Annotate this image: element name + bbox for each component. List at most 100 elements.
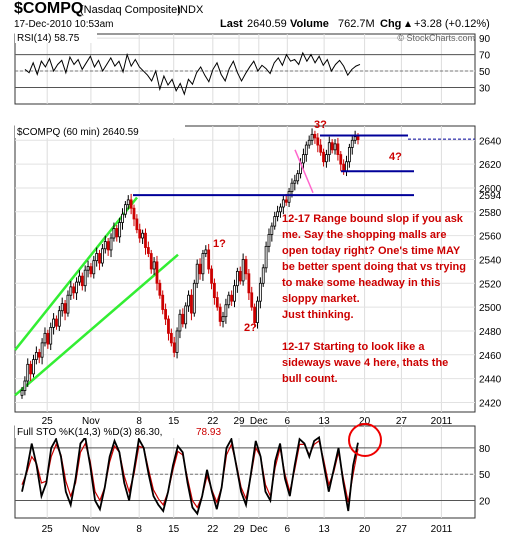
y-tick-label: 2580 bbox=[479, 208, 502, 219]
stochastics-panel-title-d: 78.93 bbox=[196, 427, 221, 438]
commentary-line: sideways wave 4 here, thats the bbox=[282, 357, 448, 369]
price-candle bbox=[313, 133, 317, 139]
y-tick-label: 2460 bbox=[479, 351, 502, 362]
commentary-line: sloppy market. bbox=[282, 293, 360, 305]
price-candle bbox=[233, 285, 236, 302]
price-candle bbox=[347, 147, 351, 163]
price-candle bbox=[172, 342, 176, 353]
y-tick-label: 2600 bbox=[479, 184, 502, 195]
commentary-line: Just thinking. bbox=[282, 309, 354, 321]
price-candle bbox=[169, 332, 173, 344]
price-candle bbox=[75, 281, 78, 294]
price-candle bbox=[198, 263, 202, 275]
price-candle bbox=[101, 248, 104, 264]
x-tick-label: 29 bbox=[233, 524, 245, 535]
x-tick-label: 8 bbox=[136, 524, 142, 535]
commentary-line: me. Say the shopping malls are bbox=[282, 229, 446, 241]
price-candle bbox=[115, 228, 119, 238]
price-candle bbox=[63, 303, 67, 314]
price-candle bbox=[126, 199, 130, 206]
chg-label: Chg bbox=[380, 18, 401, 30]
price-candle bbox=[106, 241, 110, 251]
price-candle bbox=[316, 137, 320, 146]
price-candle bbox=[284, 199, 288, 203]
price-candle bbox=[149, 253, 153, 270]
price-candle bbox=[132, 207, 136, 220]
y-tick-label: 50 bbox=[479, 67, 491, 78]
y-tick-label: 2640 bbox=[479, 136, 502, 147]
price-candle bbox=[57, 310, 61, 327]
rsi-line bbox=[24, 51, 361, 96]
price-candle bbox=[187, 294, 190, 307]
price-candle bbox=[195, 263, 199, 284]
price-candle bbox=[330, 142, 334, 151]
price-candle bbox=[118, 222, 122, 238]
rsi-panel-frame bbox=[14, 33, 476, 105]
price-candle bbox=[192, 282, 196, 314]
highlight-circle bbox=[348, 423, 382, 457]
price-candle bbox=[181, 313, 185, 325]
x-tick-label: 25 bbox=[42, 524, 54, 535]
price-candle bbox=[155, 261, 159, 284]
commentary-line: bull count. bbox=[282, 373, 338, 385]
price-candle bbox=[135, 218, 139, 231]
price-candle bbox=[264, 245, 268, 269]
price-candle bbox=[152, 261, 156, 270]
price-candle bbox=[40, 342, 44, 358]
price-candle bbox=[123, 204, 127, 215]
price-candle bbox=[80, 275, 84, 287]
rsi-panel: 90 70 50 30 bbox=[14, 33, 491, 105]
price-candle bbox=[281, 199, 285, 208]
price-candle bbox=[66, 294, 70, 314]
price-candle bbox=[210, 268, 213, 284]
price-candle bbox=[293, 180, 297, 184]
stochastics-panel-title-k: Full STO %K(14,3) %D(3) 86.30, bbox=[17, 427, 162, 438]
price-candle bbox=[224, 304, 228, 318]
watermark: © StockCharts.com bbox=[397, 33, 475, 43]
price-candle bbox=[204, 249, 208, 254]
price-candle bbox=[250, 292, 254, 308]
annotation-wave-4: 4? bbox=[389, 151, 402, 163]
up-arrow-icon bbox=[405, 21, 411, 27]
price-candle bbox=[345, 161, 348, 172]
price-candle bbox=[29, 363, 33, 375]
price-candle bbox=[138, 229, 142, 239]
annotation-wave-2: 2? bbox=[244, 322, 257, 334]
price-candle bbox=[109, 237, 113, 251]
price-candle bbox=[190, 294, 193, 314]
price-candle bbox=[276, 211, 279, 217]
price-candle bbox=[256, 300, 259, 324]
price-candle bbox=[158, 282, 162, 296]
price-candle bbox=[261, 267, 265, 284]
price-candle bbox=[175, 330, 179, 353]
price-candle bbox=[49, 326, 53, 345]
x-tick-label: 20 bbox=[359, 416, 371, 427]
y-tick-label: 2560 bbox=[479, 232, 502, 243]
chart-symbol-name: (Nasdaq Composite) bbox=[80, 4, 181, 16]
x-tick-label: 8 bbox=[136, 416, 142, 427]
price-candle bbox=[325, 154, 328, 163]
price-candle bbox=[55, 318, 58, 327]
channel-upper-line bbox=[14, 196, 138, 351]
y-tick-label: 2594 bbox=[479, 191, 502, 202]
price-panel: 2640262026002580256025402520250024802460… bbox=[14, 125, 502, 427]
price-candle bbox=[238, 270, 242, 282]
x-tick-label: 22 bbox=[207, 524, 219, 535]
price-candle bbox=[20, 390, 24, 396]
price-candle bbox=[307, 139, 311, 146]
price-candle bbox=[167, 318, 170, 334]
commentary-line: be better spent doing that vs trying bbox=[282, 261, 466, 273]
commentary-line: 12-17 Starting to look like a bbox=[282, 341, 425, 353]
price-candle bbox=[319, 144, 323, 153]
y-tick-label: 2420 bbox=[479, 398, 502, 409]
price-candle bbox=[247, 273, 251, 294]
price-candle bbox=[72, 286, 76, 294]
price-candle bbox=[92, 260, 96, 275]
x-tick-label: 15 bbox=[168, 524, 180, 535]
price-candle bbox=[290, 182, 294, 192]
price-candle bbox=[161, 294, 165, 310]
commentary: 12-17 Range bound slop if you ask me. Sa… bbox=[282, 213, 466, 385]
x-tick-label: 13 bbox=[319, 524, 331, 535]
x-tick-label: 2011 bbox=[431, 416, 453, 427]
price-candle bbox=[350, 139, 354, 148]
